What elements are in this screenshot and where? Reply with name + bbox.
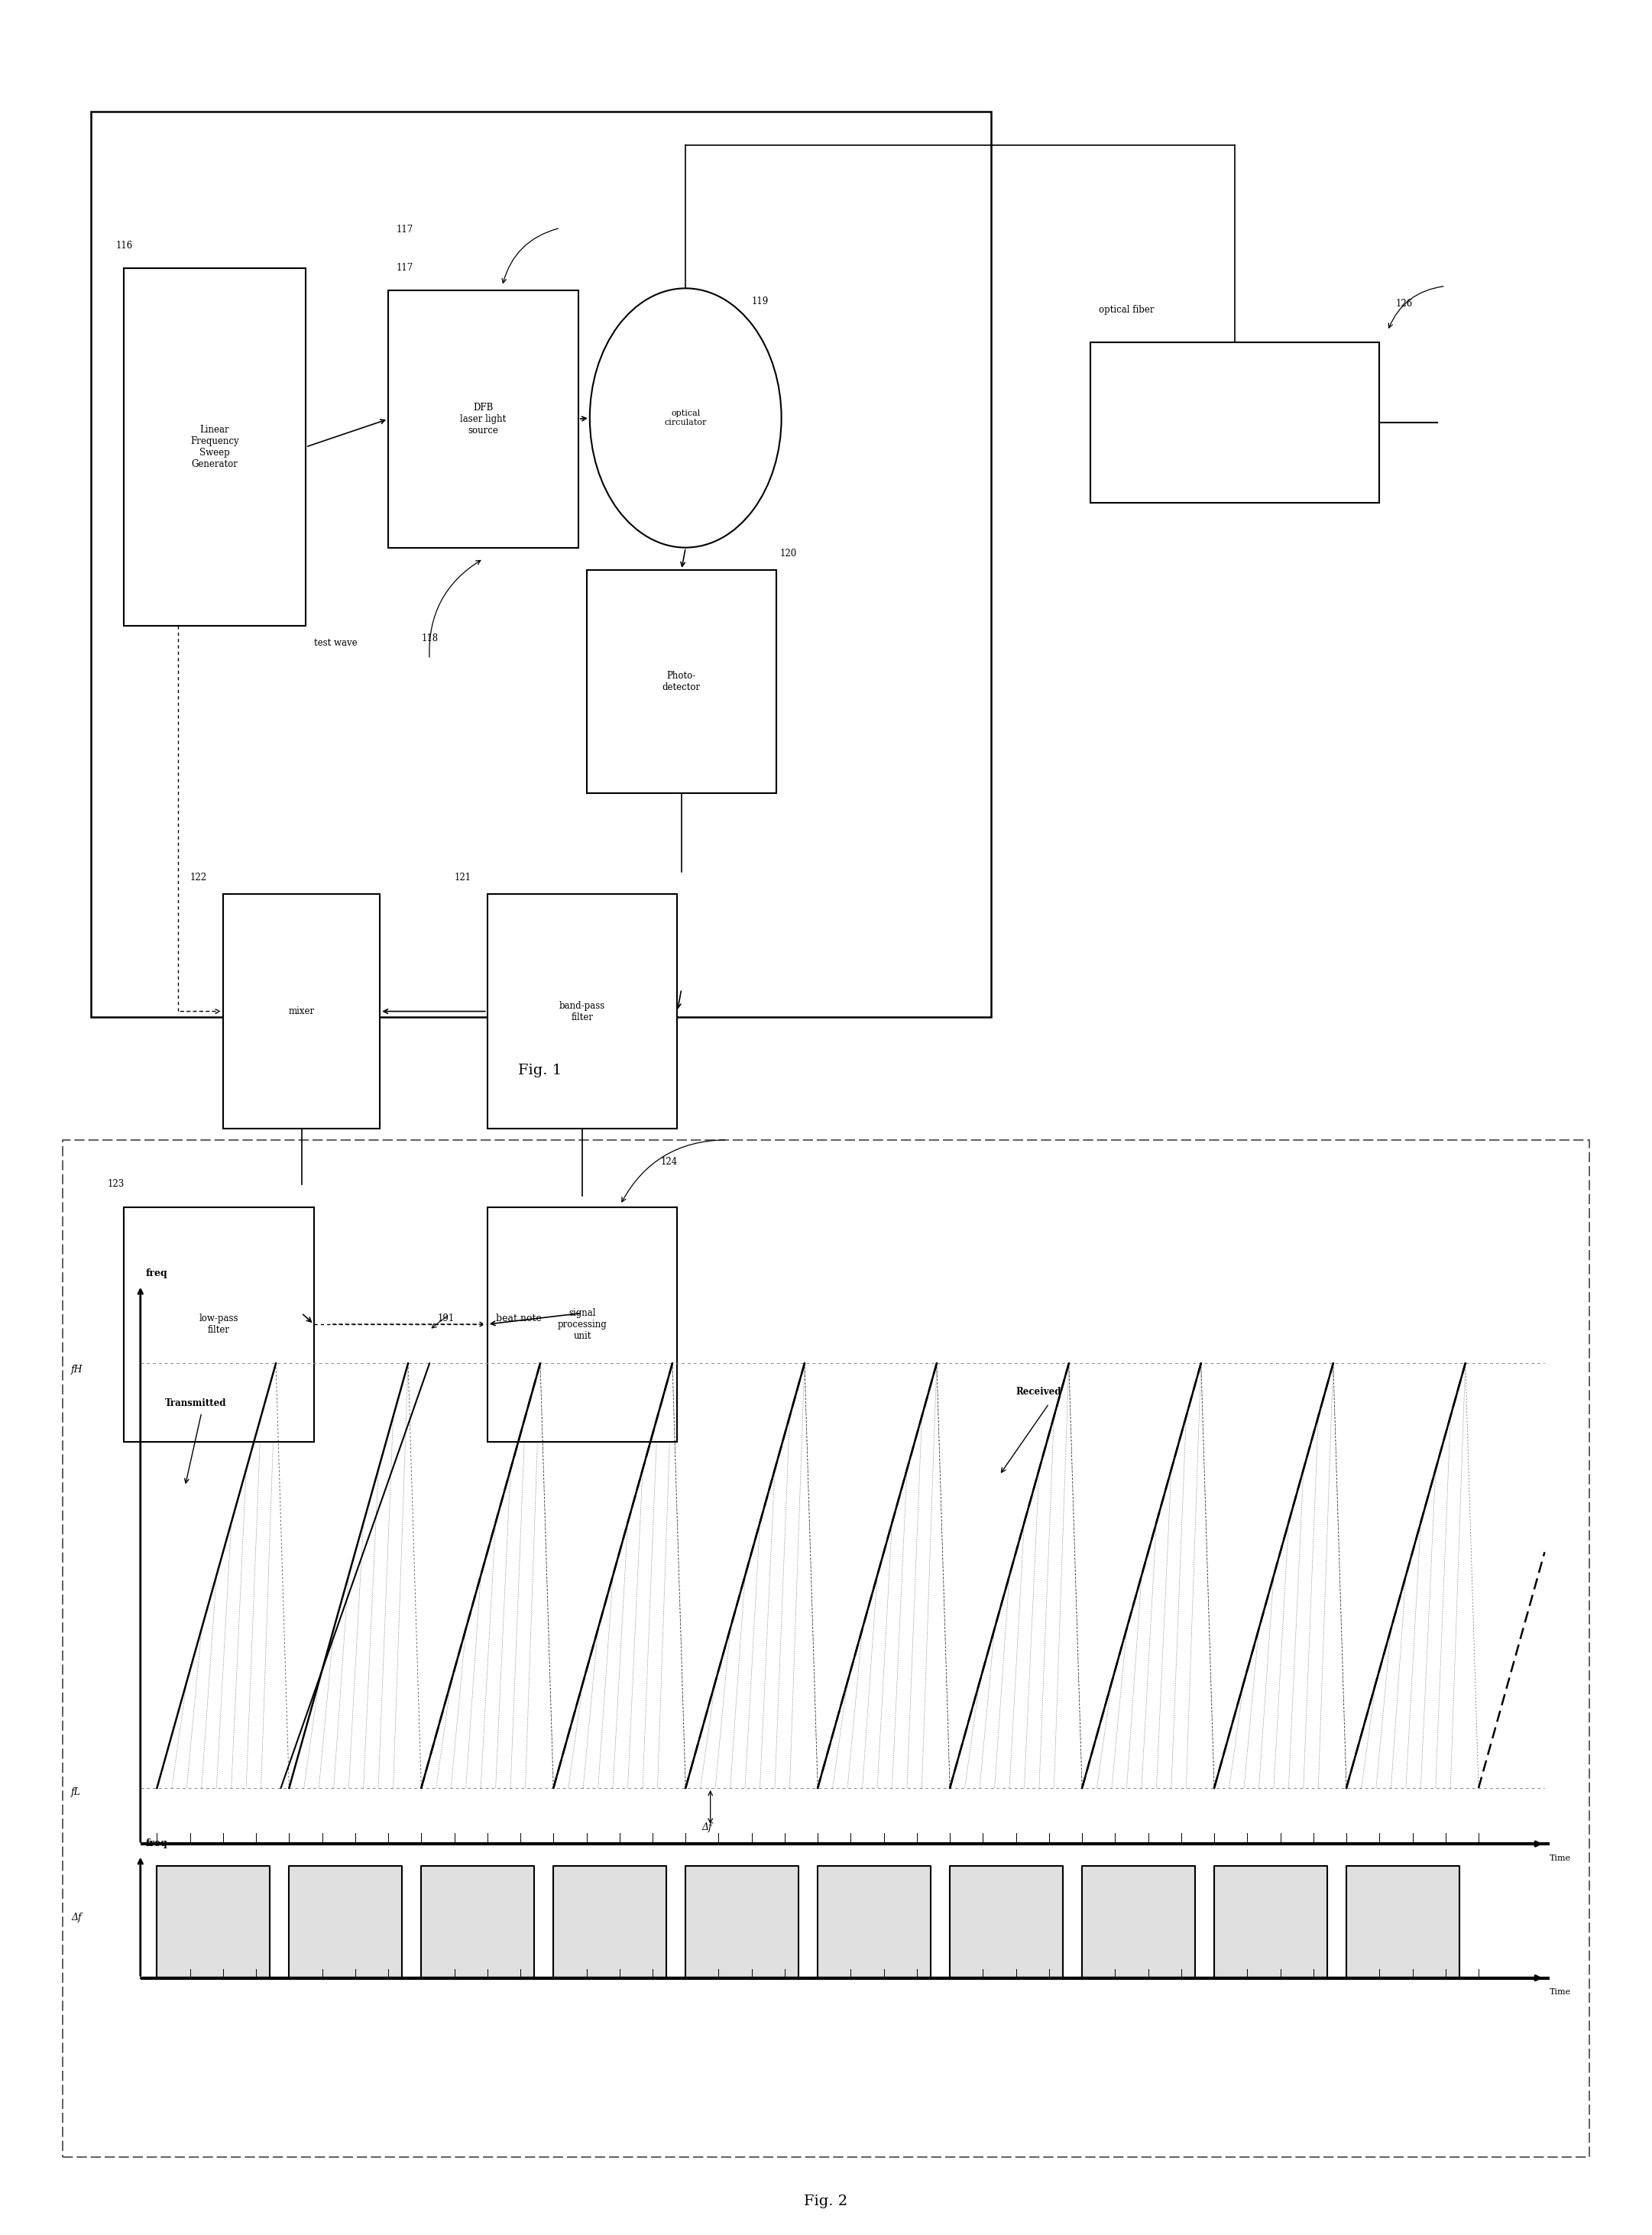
Text: 117: 117 xyxy=(396,226,413,235)
Bar xyxy=(1090,342,1379,503)
Text: 116: 116 xyxy=(116,241,132,250)
Bar xyxy=(586,570,776,793)
Text: mixer: mixer xyxy=(289,1006,314,1017)
Text: Time: Time xyxy=(1550,1855,1571,1862)
Bar xyxy=(124,1207,314,1442)
Text: freq: freq xyxy=(145,1839,167,1848)
Bar xyxy=(1214,1866,1327,1978)
Text: 126: 126 xyxy=(1396,299,1412,308)
Text: Transmitted: Transmitted xyxy=(165,1399,226,1408)
Text: signal
processing
unit: signal processing unit xyxy=(558,1307,606,1341)
Text: 122: 122 xyxy=(190,874,206,883)
Text: Received: Received xyxy=(1016,1388,1062,1397)
Bar xyxy=(553,1866,666,1978)
Text: DFB
laser light
source: DFB laser light source xyxy=(461,402,506,436)
Text: Photo-
detector: Photo- detector xyxy=(662,670,700,693)
Text: 118: 118 xyxy=(421,635,438,644)
Text: Fig. 2: Fig. 2 xyxy=(805,2195,847,2208)
Text: Linear
Frequency
Sweep
Generator: Linear Frequency Sweep Generator xyxy=(190,425,240,469)
Text: 119: 119 xyxy=(752,297,768,306)
Text: optical
circulator: optical circulator xyxy=(664,409,707,427)
Text: low-pass
filter: low-pass filter xyxy=(200,1314,238,1334)
Text: fH: fH xyxy=(71,1366,83,1375)
Text: test wave: test wave xyxy=(314,639,357,648)
Bar xyxy=(686,1866,798,1978)
Bar xyxy=(1346,1866,1459,1978)
Bar xyxy=(1082,1866,1194,1978)
Bar xyxy=(289,1866,401,1978)
Bar xyxy=(950,1866,1062,1978)
Text: Time: Time xyxy=(1550,1989,1571,1996)
Text: 191: 191 xyxy=(438,1314,454,1323)
Bar xyxy=(157,1866,269,1978)
Bar xyxy=(421,1866,534,1978)
Text: Δf: Δf xyxy=(71,1913,81,1922)
Bar xyxy=(388,291,578,548)
Bar xyxy=(487,1207,677,1442)
Text: beat note: beat note xyxy=(496,1314,542,1323)
Text: fL: fL xyxy=(71,1788,81,1797)
Text: 117: 117 xyxy=(396,264,413,273)
Bar xyxy=(818,1866,930,1978)
Bar xyxy=(223,894,380,1129)
Bar xyxy=(487,894,677,1129)
Bar xyxy=(124,268,306,626)
Circle shape xyxy=(590,288,781,548)
Text: 120: 120 xyxy=(780,550,796,559)
Text: 121: 121 xyxy=(454,874,471,883)
Text: Fig. 1: Fig. 1 xyxy=(519,1064,562,1077)
Text: Δf: Δf xyxy=(702,1824,712,1833)
Text: freq: freq xyxy=(145,1269,167,1278)
Bar xyxy=(63,1140,1589,2157)
Bar xyxy=(91,112,991,1017)
Text: 123: 123 xyxy=(107,1180,124,1189)
Text: 124: 124 xyxy=(661,1158,677,1167)
Text: band-pass
filter: band-pass filter xyxy=(560,1001,605,1021)
Text: optical fiber: optical fiber xyxy=(1099,306,1155,315)
